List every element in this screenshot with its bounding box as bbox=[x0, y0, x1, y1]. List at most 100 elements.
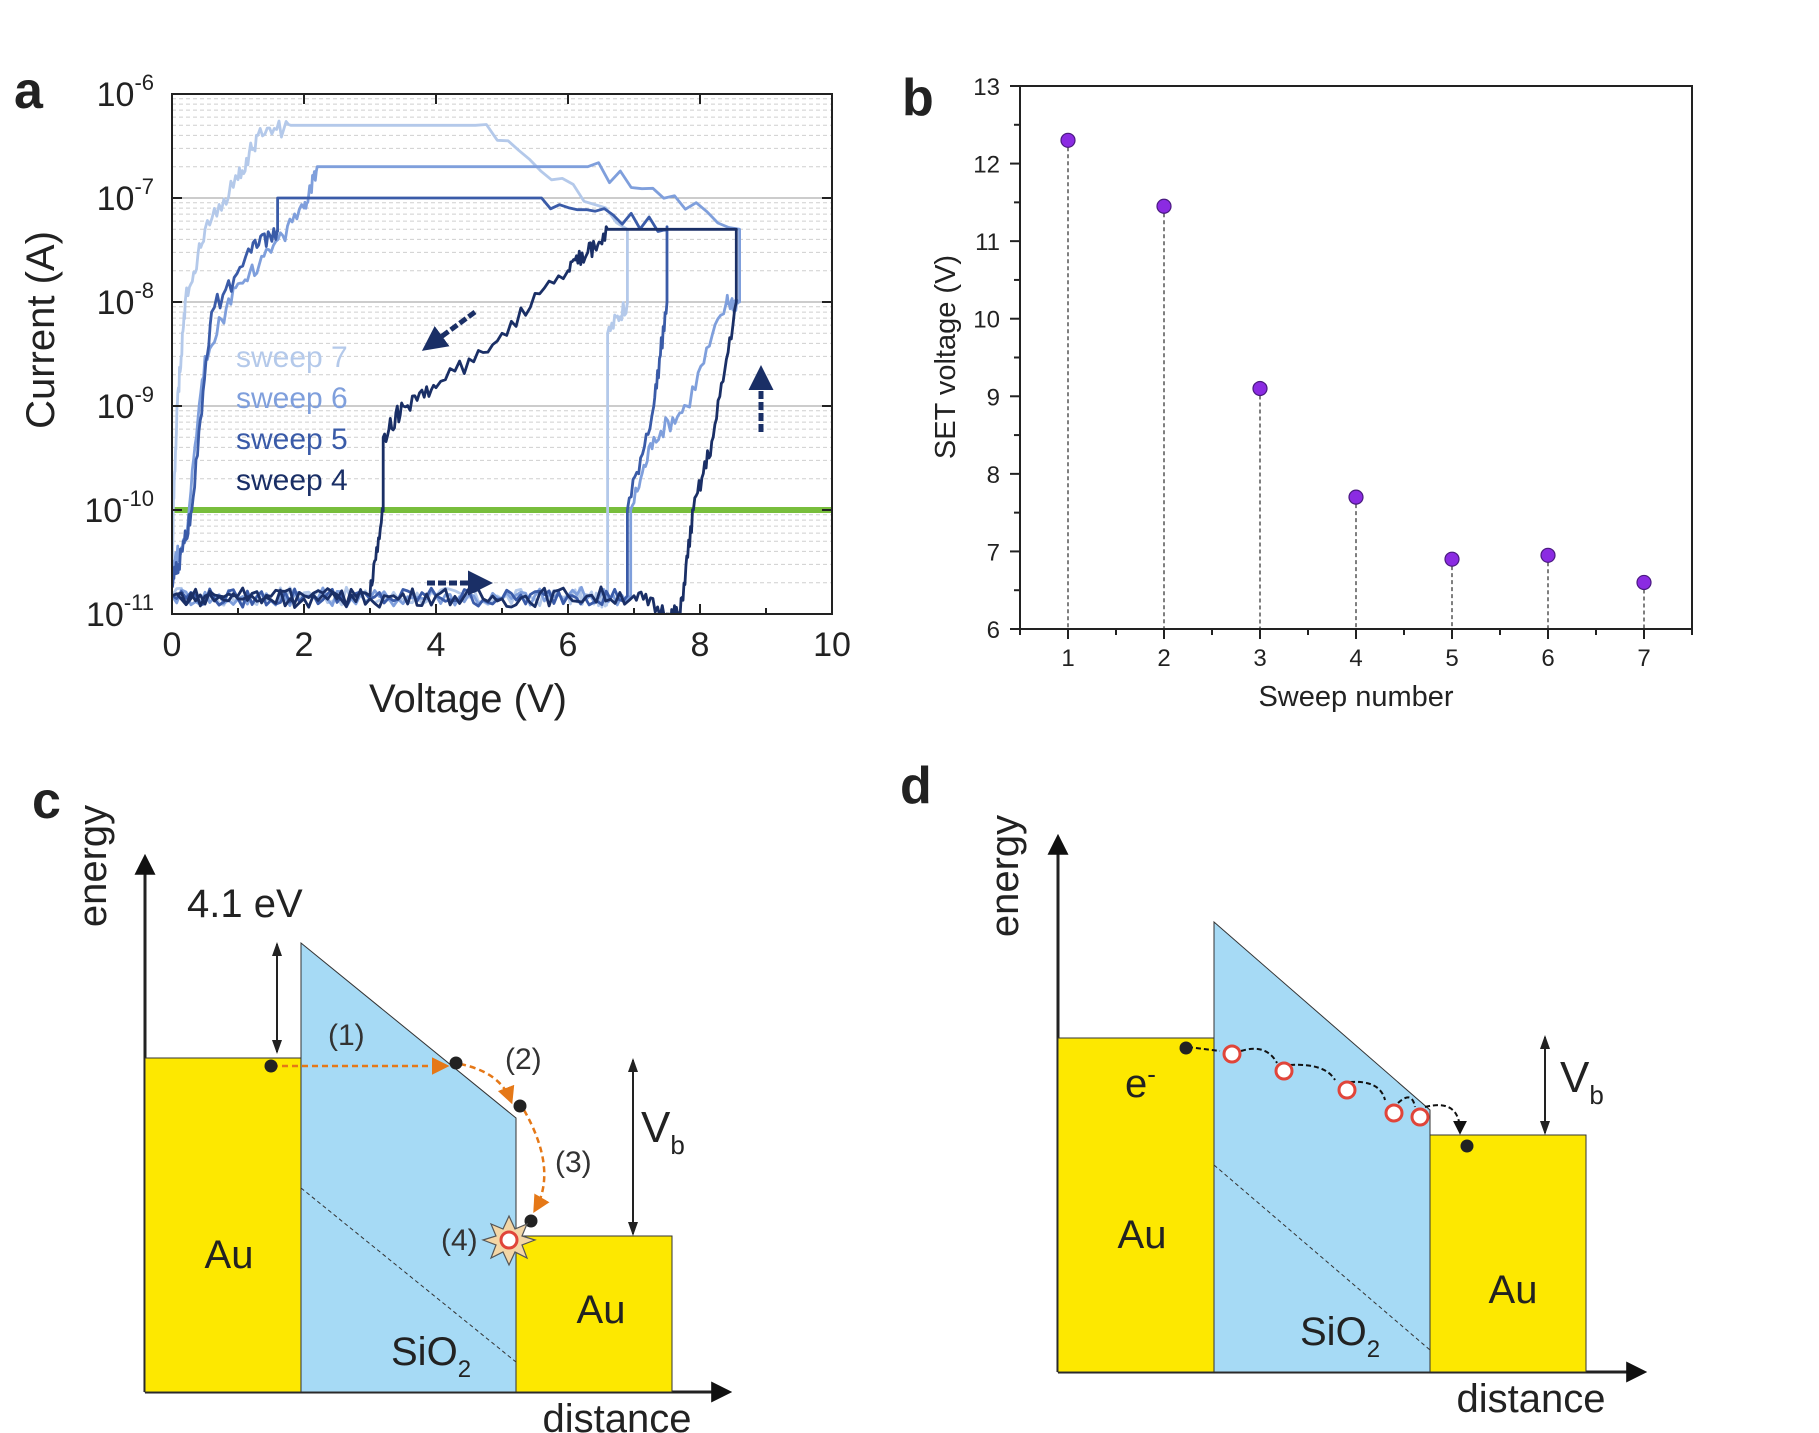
arrow-back-icon bbox=[421, 309, 477, 351]
legend-sweep-6: sweep 6 bbox=[236, 382, 348, 415]
b-xtick-label: 5 bbox=[1445, 645, 1458, 672]
panel-c: c energy distance Au Au SiO2 4.1 eV Vb (… bbox=[32, 772, 733, 1433]
a-series-line bbox=[172, 161, 741, 609]
b-data-point bbox=[1156, 198, 1172, 214]
b-data-point bbox=[1348, 489, 1364, 505]
b-xtick-label: 6 bbox=[1541, 645, 1554, 672]
b-xlabel: Sweep number bbox=[1258, 681, 1453, 713]
c-step1-label: (1) bbox=[328, 1019, 365, 1052]
d-distance-label: distance bbox=[1457, 1377, 1606, 1421]
a-ytick-label: 10-6 bbox=[97, 70, 154, 114]
a-ticks: 0 2 4 6 8 10 10-11 10-10 10-9 10-8 10-7 10-6 bbox=[84, 70, 851, 664]
d-trap-4 bbox=[1384, 1103, 1404, 1123]
a-xtick-label: 0 bbox=[163, 626, 182, 664]
legend-sweep-7: sweep 7 bbox=[236, 341, 348, 374]
b-xtick-label: 1 bbox=[1061, 645, 1074, 672]
b-points bbox=[1060, 132, 1652, 591]
b-data-point bbox=[1636, 574, 1652, 591]
panel-label-a: a bbox=[14, 62, 44, 120]
c-step3-label: (3) bbox=[555, 1146, 592, 1179]
a-ytick-label: 10-9 bbox=[97, 382, 154, 426]
d-au-left-label: Au bbox=[1118, 1213, 1167, 1257]
panel-label-c: c bbox=[32, 772, 61, 830]
b-xtick-label: 3 bbox=[1253, 645, 1266, 672]
legend-sweep-5: sweep 5 bbox=[236, 423, 348, 456]
b-xtick-label: 2 bbox=[1157, 645, 1170, 672]
b-data-point bbox=[1444, 551, 1460, 567]
c-electron-2 bbox=[449, 1056, 463, 1070]
b-xtick-label: 7 bbox=[1637, 645, 1650, 672]
d-au-right-label: Au bbox=[1489, 1268, 1538, 1312]
a-xtick-label: 2 bbox=[295, 626, 314, 664]
d-au-right bbox=[1429, 1134, 1587, 1373]
c-electron-3 bbox=[513, 1099, 527, 1113]
c-step2-path bbox=[459, 1062, 515, 1105]
b-data-point bbox=[1540, 547, 1556, 563]
d-electron-end bbox=[1460, 1139, 1474, 1153]
b-xtick-label: 4 bbox=[1349, 645, 1362, 672]
d-energy-label: energy bbox=[983, 815, 1027, 937]
d-trap-2 bbox=[1274, 1061, 1294, 1081]
b-ytick-label: 9 bbox=[987, 384, 1000, 411]
a-ytick-label: 10-11 bbox=[86, 590, 154, 634]
c-au-right bbox=[515, 1235, 673, 1393]
c-step4-label: (4) bbox=[441, 1224, 478, 1257]
c-barrier-arrowheads bbox=[272, 942, 282, 1054]
panel-label-b: b bbox=[902, 69, 934, 127]
d-au-left bbox=[1057, 1037, 1215, 1373]
b-ylabel: SET voltage (V) bbox=[930, 255, 962, 459]
c-au-left bbox=[144, 1057, 302, 1393]
b-ytick-label: 6 bbox=[987, 617, 1000, 644]
c-energy-label: energy bbox=[71, 805, 115, 927]
a-series-line bbox=[172, 225, 738, 614]
b-data-point bbox=[1252, 380, 1268, 397]
a-series-group bbox=[172, 119, 741, 614]
c-electron-4 bbox=[524, 1214, 538, 1228]
d-oxide-dash bbox=[1213, 1164, 1431, 1351]
d-trap-1 bbox=[1222, 1044, 1242, 1064]
c-oxide-label: SiO2 bbox=[391, 1330, 471, 1383]
b-ytick-label: 7 bbox=[987, 539, 1000, 566]
b-ytick-label: 12 bbox=[973, 152, 1000, 179]
a-ytick-label: 10-7 bbox=[97, 174, 154, 218]
b-ytick-label: 10 bbox=[973, 307, 1000, 334]
d-trap-5 bbox=[1410, 1107, 1430, 1127]
a-ylabel: Current (A) bbox=[19, 231, 63, 429]
a-series-line bbox=[172, 196, 669, 609]
d-oxide-barrier bbox=[1213, 920, 1431, 1373]
a-xtick-label: 6 bbox=[559, 626, 578, 664]
c-au-right-label: Au bbox=[577, 1288, 626, 1332]
c-step3-path bbox=[522, 1109, 550, 1214]
b-ytick-label: 11 bbox=[975, 229, 1000, 256]
panel-d: d energy distance Au Au SiO2 e- Vb bbox=[900, 757, 1648, 1421]
a-xlabel: Voltage (V) bbox=[369, 677, 567, 721]
panel-a: a 0 2 4 6 8 10 10-11 10-10 10-9 10-8 10-7 10-6 Volt… bbox=[14, 62, 851, 721]
c-distance-label: distance bbox=[543, 1397, 692, 1433]
d-electron-label: e- bbox=[1125, 1059, 1156, 1106]
d-trap-3 bbox=[1337, 1080, 1357, 1100]
a-ytick-label: 10-8 bbox=[97, 278, 154, 322]
b-data-point bbox=[1060, 132, 1076, 148]
c-defect-icon bbox=[499, 1230, 519, 1250]
a-ytick-label: 10-10 bbox=[84, 486, 154, 530]
c-step2-label: (2) bbox=[505, 1043, 542, 1076]
d-hop-path bbox=[1187, 1046, 1460, 1132]
d-vb-label: Vb bbox=[1560, 1053, 1604, 1110]
b-ytick-label: 8 bbox=[987, 462, 1000, 489]
legend-sweep-4: sweep 4 bbox=[236, 464, 348, 497]
panel-label-d: d bbox=[900, 757, 932, 815]
d-oxide-label: SiO2 bbox=[1300, 1310, 1380, 1363]
b-ytick-label: 13 bbox=[973, 74, 1000, 101]
c-electron-start bbox=[264, 1059, 278, 1073]
a-xtick-label: 8 bbox=[691, 626, 710, 664]
c-vb-label: Vb bbox=[641, 1103, 685, 1160]
c-oxide-barrier bbox=[300, 941, 517, 1393]
c-barrier-label: 4.1 eV bbox=[187, 882, 303, 926]
a-xtick-label: 4 bbox=[427, 626, 446, 664]
c-au-left-label: Au bbox=[205, 1233, 254, 1277]
a-xtick-label: 10 bbox=[813, 626, 851, 664]
b-droplines bbox=[1067, 140, 1645, 629]
